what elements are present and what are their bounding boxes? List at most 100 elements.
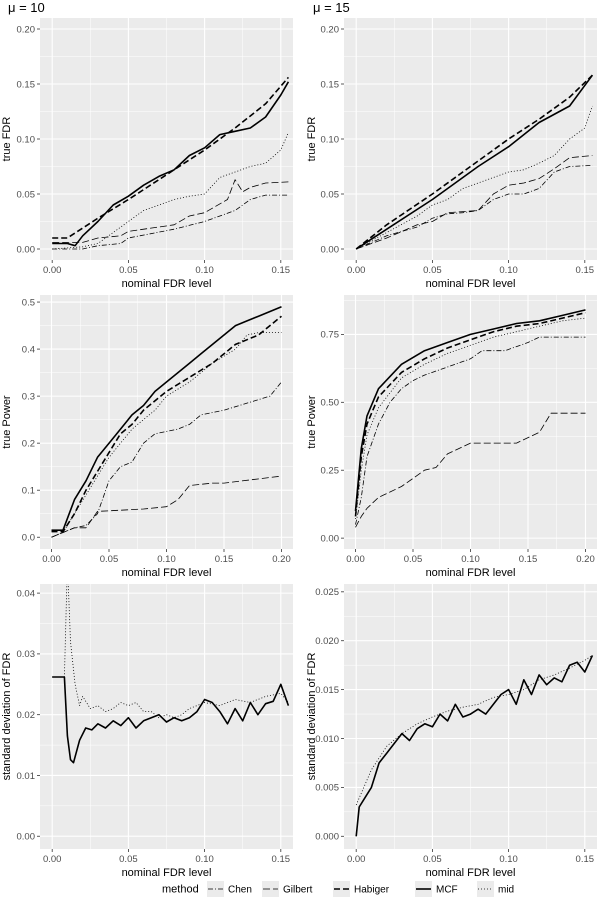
legend-label: Chen xyxy=(228,885,252,896)
y-tick-label: 0.00 xyxy=(321,244,340,255)
y-tick-label: 0.2 xyxy=(22,438,35,449)
x-tick-label: 0.15 xyxy=(519,554,538,565)
legend-label: Gilbert xyxy=(283,885,313,896)
x-tick-label: 0.10 xyxy=(157,554,176,565)
panel-mu15-sd: 0.00 0.05 0.10 0.15 0.000 0.005 0.010 0.015 0.02… xyxy=(306,584,597,879)
series-line-chen xyxy=(51,381,282,538)
title-mu15: μ = 15 xyxy=(313,0,350,15)
y-tick-label: 0.00 xyxy=(321,533,340,544)
legend-item-mcf: MCF xyxy=(415,881,458,897)
y-tick-label: 0.000 xyxy=(315,832,339,843)
y-tick-label: 0.20 xyxy=(17,24,36,35)
y-tick-label: 0.15 xyxy=(17,79,36,90)
x-axis-label: nominal FDR level xyxy=(426,567,516,579)
series-line-mid xyxy=(355,655,593,806)
series-line-mcf xyxy=(355,655,594,837)
x-tick-label: 0.05 xyxy=(119,265,138,276)
y-tick-label: 0.50 xyxy=(321,398,340,409)
x-tick-label: 0.10 xyxy=(499,265,518,276)
series-line-chen xyxy=(355,336,586,525)
x-tick-label: 0.20 xyxy=(272,554,291,565)
y-tick-label: 0.05 xyxy=(321,189,340,200)
y-tick-label: 0.10 xyxy=(17,134,36,145)
y-tick-label: 0.5 xyxy=(22,297,35,308)
x-tick-label: 0.10 xyxy=(195,265,214,276)
x-tick-label: 0.00 xyxy=(43,265,62,276)
x-tick-label: 0.10 xyxy=(499,854,518,865)
panel-mu15-power: 0.00 0.05 0.10 0.15 0.20 0.00 0.25 0.50 0.75 nomi… xyxy=(306,295,597,579)
y-tick-label: 0.015 xyxy=(315,685,339,696)
series-line-gilbert xyxy=(355,412,586,528)
series-group xyxy=(355,74,594,250)
legend-label: mid xyxy=(498,885,514,896)
y-axis-label: true FDR xyxy=(1,117,13,162)
x-tick-label: 0.00 xyxy=(347,265,366,276)
series-group xyxy=(355,655,594,837)
x-tick-label: 0.00 xyxy=(346,554,365,565)
x-axis-label: nominal FDR level xyxy=(426,867,516,879)
y-tick-label: 0.00 xyxy=(17,832,36,843)
series-line-gilbert xyxy=(52,179,289,243)
title-mu10: μ = 10 xyxy=(8,0,45,15)
y-tick-label: 0.15 xyxy=(321,79,340,90)
y-tick-label: 0.01 xyxy=(17,771,36,782)
y-tick-label: 0.02 xyxy=(17,710,36,721)
x-tick-label: 0.10 xyxy=(195,854,214,865)
series-line-habiger xyxy=(354,311,586,517)
series-line-gilbert xyxy=(51,475,282,538)
x-tick-label: 0.10 xyxy=(461,554,480,565)
y-axis-label: true Power xyxy=(1,395,13,449)
x-tick-label: 0.20 xyxy=(576,554,595,565)
series-line-chen xyxy=(356,165,593,250)
legend-title: method xyxy=(162,884,199,896)
series-line-habiger xyxy=(52,76,290,239)
series-line-habiger xyxy=(355,74,593,250)
x-axis-label: nominal FDR level xyxy=(122,567,212,579)
series-group xyxy=(52,76,290,250)
x-axis-label: nominal FDR level xyxy=(122,867,212,879)
series-line-mcf xyxy=(52,81,290,247)
series-line-gilbert xyxy=(356,155,593,250)
x-tick-label: 0.15 xyxy=(576,265,595,276)
y-tick-label: 0.03 xyxy=(17,649,36,660)
y-tick-label: 0.00 xyxy=(17,244,36,255)
x-tick-label: 0.05 xyxy=(119,854,138,865)
x-tick-label: 0.05 xyxy=(404,554,423,565)
series-group xyxy=(354,309,586,528)
y-tick-label: 0.025 xyxy=(315,587,339,598)
x-tick-label: 0.00 xyxy=(42,554,61,565)
x-axis-label: nominal FDR level xyxy=(426,278,516,290)
legend-item-gilbert: Gilbert xyxy=(262,881,313,897)
y-tick-label: 0.20 xyxy=(321,24,340,35)
legend-item-chen: Chen xyxy=(207,881,252,897)
panel-mu10-sd: 0.00 0.05 0.10 0.15 0.00 0.01 0.02 0.03 0.04 nomi… xyxy=(1,584,293,879)
series-group xyxy=(51,306,283,538)
x-tick-label: 0.05 xyxy=(423,265,442,276)
x-tick-label: 0.15 xyxy=(215,554,234,565)
legend-label: MCF xyxy=(436,885,458,896)
series-line-habiger xyxy=(51,315,283,533)
y-axis-label: true Power xyxy=(306,395,318,449)
x-tick-label: 0.15 xyxy=(272,265,291,276)
x-axis-label: nominal FDR level xyxy=(122,278,212,290)
y-tick-label: 0.020 xyxy=(315,636,339,647)
series-group xyxy=(52,584,290,764)
y-tick-label: 0.04 xyxy=(17,588,36,599)
panel-mu15-fdr: 0.00 0.05 0.10 0.15 0.00 0.05 0.10 0.15 0.20 nomi… xyxy=(306,18,597,290)
series-line-mcf xyxy=(52,676,290,764)
series-line-mid xyxy=(356,105,593,250)
y-tick-label: 0.75 xyxy=(321,330,340,341)
y-tick-label: 0.25 xyxy=(321,466,340,477)
legend: method Chen Gilbert Habiger MCF mid xyxy=(162,881,514,897)
legend-item-habiger: Habiger xyxy=(333,881,390,897)
legend-key-background xyxy=(262,881,279,897)
y-tick-label: 0.005 xyxy=(315,783,339,794)
series-line-mcf xyxy=(51,306,282,532)
y-tick-label: 0.05 xyxy=(17,189,36,200)
series-line-mid xyxy=(355,317,586,520)
x-tick-label: 0.15 xyxy=(272,854,291,865)
x-tick-label: 0.05 xyxy=(100,554,119,565)
y-tick-label: 0.4 xyxy=(22,344,35,355)
y-axis-label: true FDR xyxy=(306,117,318,162)
